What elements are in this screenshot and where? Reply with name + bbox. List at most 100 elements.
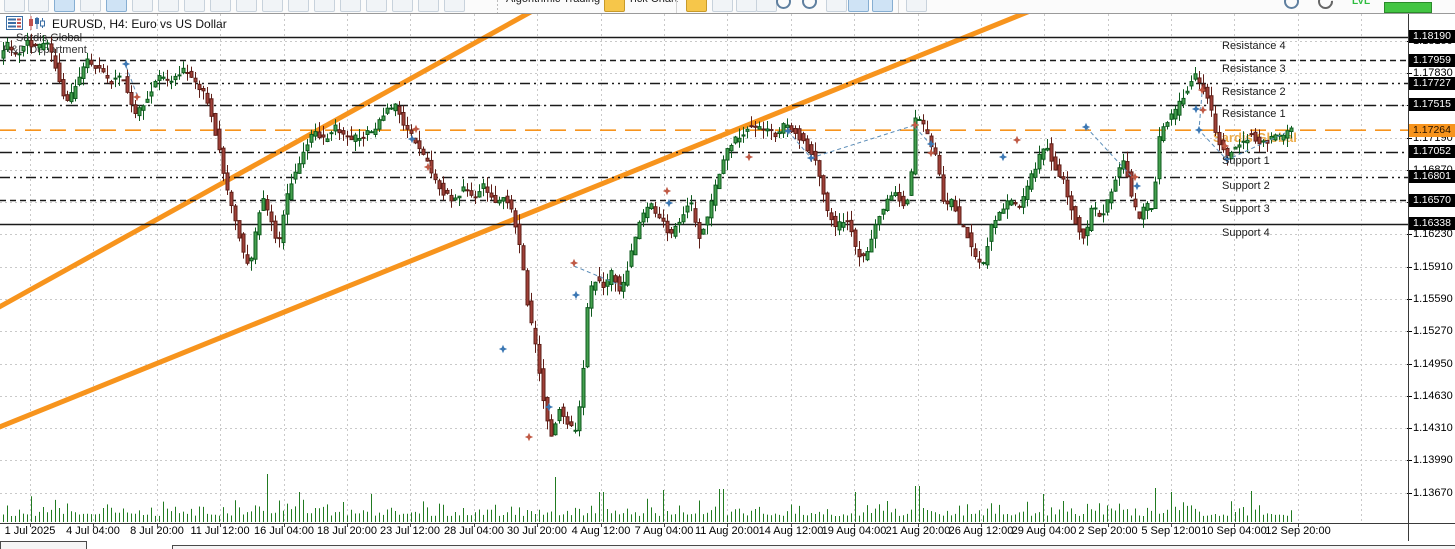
- candle: [1181, 97, 1186, 105]
- sr-label-support-4: Support 4: [1222, 226, 1270, 239]
- crosshair-icon[interactable]: [340, 0, 361, 12]
- candle: [533, 327, 538, 345]
- autoscroll-icon[interactable]: [314, 0, 335, 12]
- zoom-out-icon[interactable]: [802, 0, 817, 9]
- candle: [517, 223, 522, 246]
- lines-icon[interactable]: [366, 0, 387, 12]
- candle: [709, 200, 714, 219]
- candle: [973, 248, 978, 258]
- terminal-icon[interactable]: [210, 0, 231, 12]
- separator: [898, 0, 899, 13]
- strategy-tester-icon[interactable]: [236, 0, 257, 12]
- candle: [441, 182, 446, 196]
- candle: [65, 94, 70, 101]
- docs-icon[interactable]: [262, 0, 283, 12]
- profile-icon[interactable]: [80, 0, 101, 12]
- candle: [965, 226, 970, 239]
- bars-toggle-icon[interactable]: [54, 0, 75, 12]
- bar-chart-type-icon[interactable]: [826, 0, 847, 12]
- chart-shift-icon[interactable]: [288, 0, 309, 12]
- time-tick-mark: [854, 523, 855, 527]
- candle: [293, 171, 298, 180]
- candle: [1129, 171, 1134, 197]
- refresh-icon[interactable]: [1314, 0, 1337, 13]
- arrows-tool-icon[interactable]: [418, 0, 439, 12]
- candle: [125, 76, 130, 93]
- new-chart-icon[interactable]: [686, 0, 707, 12]
- time-label: 1 Jul 2025: [4, 525, 56, 537]
- candle: [165, 78, 170, 81]
- line-chart-type-icon[interactable]: [872, 0, 893, 12]
- candle: [57, 62, 62, 83]
- time-tick-mark: [347, 523, 348, 527]
- candle: [893, 192, 898, 196]
- new-order-icon[interactable]: [4, 0, 25, 12]
- trendline-1[interactable]: [0, 14, 536, 311]
- candle: [901, 195, 906, 207]
- candle: [557, 409, 562, 422]
- price-tick-label: 1.14950: [1413, 357, 1453, 370]
- candle: [1017, 205, 1022, 208]
- sr-label-support-2: Support 2: [1222, 179, 1270, 192]
- buy-arrow-icon: [783, 126, 793, 136]
- candle: [1029, 173, 1034, 190]
- time-axis-border: [0, 523, 1455, 524]
- candle: [157, 75, 162, 81]
- candle: [481, 183, 486, 189]
- tick-chart-button[interactable]: Tick Chart: [628, 0, 678, 5]
- time-tick-mark: [918, 523, 919, 527]
- candle: [197, 83, 202, 91]
- zoom-in-icon[interactable]: [776, 0, 791, 9]
- price-flag-resistance-1: 1.17515: [1409, 98, 1455, 112]
- candle: [1209, 95, 1214, 111]
- time-tick-mark: [157, 523, 158, 527]
- market-depth-icon[interactable]: [6, 16, 23, 35]
- data-window-icon[interactable]: [158, 0, 179, 12]
- arrow-left-icon[interactable]: [736, 0, 757, 12]
- time-label: 16 Jul 04:00: [254, 525, 314, 537]
- candle: [937, 154, 942, 175]
- candle: [217, 128, 222, 151]
- candle: [573, 429, 578, 432]
- buy-arrow-icon: [1132, 181, 1142, 191]
- folder-icon[interactable]: [604, 0, 625, 12]
- candle-symbol-icon[interactable]: [28, 16, 45, 35]
- indicators-icon[interactable]: [906, 0, 927, 12]
- algo-trading-button[interactable]: Algorithmic Trading: [506, 0, 600, 5]
- candle: [385, 107, 390, 114]
- candle: [877, 216, 882, 225]
- candle: [569, 421, 574, 427]
- candle: [229, 191, 234, 207]
- price-tick-mark: [1407, 364, 1412, 365]
- globe-icon[interactable]: [444, 0, 465, 12]
- arrow-right-icon[interactable]: [756, 0, 777, 12]
- candle: [129, 92, 134, 105]
- candle: [641, 212, 646, 223]
- zoom-fit-icon[interactable]: [712, 0, 733, 12]
- candle: [621, 281, 626, 292]
- shapes-icon[interactable]: [392, 0, 413, 12]
- price-tick-label: 1.15590: [1413, 293, 1453, 306]
- candle: [273, 220, 278, 239]
- time-tick-mark: [1234, 523, 1235, 527]
- candle: [889, 195, 894, 201]
- chart-icon[interactable]: [28, 0, 49, 12]
- search-icon[interactable]: [1284, 0, 1299, 9]
- bottom-panel-edge[interactable]: [172, 545, 1455, 549]
- bottom-panel-edge[interactable]: [0, 541, 87, 549]
- market-watch-icon[interactable]: [132, 0, 153, 12]
- time-label: 7 Aug 04:00: [634, 525, 694, 537]
- candle: [1165, 122, 1170, 127]
- candle: [657, 213, 662, 219]
- templates-icon[interactable]: [106, 0, 127, 12]
- buy-arrow-icon: [1081, 122, 1091, 132]
- candle: [833, 215, 838, 228]
- navigator-icon[interactable]: [184, 0, 205, 12]
- candle: [697, 222, 702, 239]
- candle-chart-type-icon[interactable]: [848, 0, 869, 12]
- chart-title: EURUSD, H4: Euro vs US Dollar: [52, 17, 227, 31]
- candle: [1137, 211, 1142, 219]
- candle: [1093, 207, 1098, 210]
